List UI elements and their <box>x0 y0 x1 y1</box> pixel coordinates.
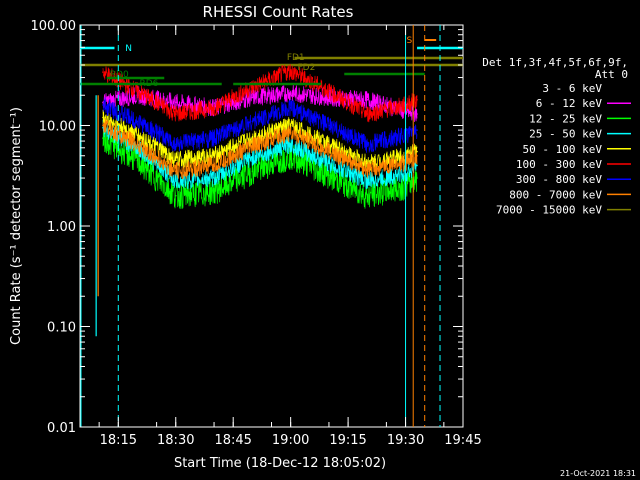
legend-label-1: 6 - 12 keV <box>536 97 603 110</box>
footer-date: 21-Oct-2021 18:31 <box>560 469 636 478</box>
chart-title: RHESSI Count Rates <box>203 3 354 21</box>
legend-label-7: 800 - 7000 keV <box>509 188 602 201</box>
series-2 <box>102 124 418 209</box>
annotation-FD2: FD2 <box>297 63 315 73</box>
legend-label-3: 25 - 50 keV <box>529 128 602 141</box>
y-tick-label-1: 0.10 <box>47 321 76 336</box>
annotation-N: N <box>125 44 132 54</box>
x-tick-label-4: 19:15 <box>329 433 366 448</box>
y-tick-label-4: 100.00 <box>31 19 77 34</box>
legend-label-6: 300 - 800 keV <box>516 173 602 186</box>
x-tick-label-2: 18:45 <box>214 433 251 448</box>
legend-label-8: 7000 - 15000 keV <box>496 204 602 217</box>
y-axis-label-text: Count Rate (s⁻¹ detector segment⁻¹) <box>9 107 24 345</box>
y-tick-label-3: 10.00 <box>39 120 76 135</box>
legend-swatch-bg <box>607 84 631 85</box>
legend-title-1: Det 1f,3f,4f,5f,6f,9f, <box>482 56 628 69</box>
legend-title-2: Att 0 <box>595 68 628 81</box>
annotation-FD1: FD1 <box>287 53 305 63</box>
x-tick-label-5: 19:30 <box>387 433 424 448</box>
annotation-RD0: RD0 <box>110 70 129 80</box>
y-tick-label-2: 1.00 <box>47 220 76 235</box>
legend-label-0: 3 - 6 keV <box>542 82 602 95</box>
series-line-1 <box>102 84 418 122</box>
series-8 <box>80 63 463 67</box>
annotation-S: S <box>407 36 413 46</box>
series-line-2 <box>102 124 418 209</box>
legend-label-5: 100 - 300 keV <box>516 158 602 171</box>
data-point-0-2 <box>175 90 177 92</box>
data-point-6-9 <box>416 129 418 131</box>
x-tick-label-0: 18:15 <box>100 433 137 448</box>
legend-label-4: 50 - 100 keV <box>523 143 603 156</box>
series-line-6 <box>102 97 418 153</box>
legend-label-2: 12 - 25 keV <box>529 112 602 125</box>
x-axis-label: Start Time (18-Dec-12 18:05:02) <box>174 456 386 471</box>
x-tick-label-1: 18:30 <box>157 433 194 448</box>
annotation-RD6: RD6 <box>139 79 158 89</box>
x-tick-label-3: 19:00 <box>272 433 309 448</box>
y-axis-label: Count Rate (s⁻¹ detector segment⁻¹) <box>9 107 24 345</box>
y-tick-label-0: 0.01 <box>47 421 76 436</box>
x-tick-label-6: 19:45 <box>444 433 481 448</box>
series-7 <box>102 118 418 180</box>
series-line-7 <box>102 118 418 180</box>
